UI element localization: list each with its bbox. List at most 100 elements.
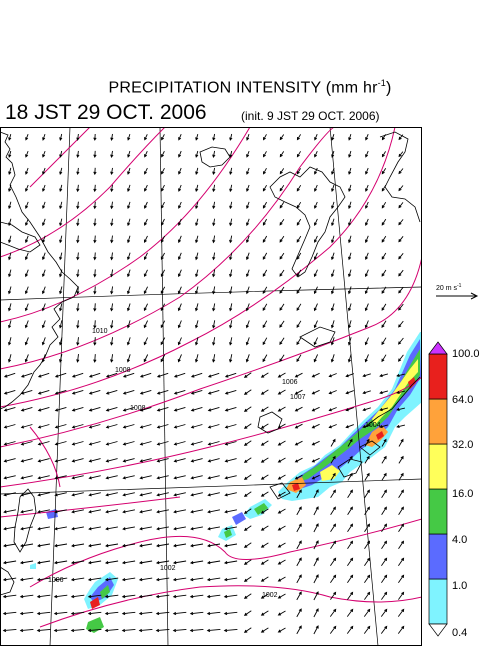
colorbar-over-triangle [428, 341, 448, 355]
isobar-label: 1004 [365, 422, 381, 429]
wind-arrow [122, 458, 135, 463]
wind-arrow [87, 611, 102, 616]
wind-arrow [59, 133, 63, 141]
wind-arrow [347, 489, 353, 499]
wind-arrow [8, 218, 12, 227]
wind-arrow [104, 577, 119, 582]
wind-arrow [53, 611, 68, 616]
wind-arrow [143, 252, 148, 261]
wind-arrow [347, 523, 354, 533]
wind-arrow [296, 540, 302, 550]
wind-arrow [143, 235, 148, 243]
wind-arrow [3, 406, 16, 412]
wind-arrow [178, 167, 182, 175]
wind-arrow [194, 337, 199, 346]
wind-arrow [398, 320, 404, 328]
wind-arrow [224, 406, 237, 412]
wind-arrow [346, 608, 354, 617]
wind-arrow [156, 441, 169, 446]
wind-arrow [328, 424, 337, 429]
wind-arrow [212, 303, 216, 312]
wind-arrow [279, 151, 285, 158]
wind-arrow [126, 320, 131, 329]
wind-arrow [313, 540, 319, 550]
wind-arrow [294, 372, 303, 378]
wind-arrow [277, 457, 286, 463]
wind-arrow [381, 201, 387, 209]
wind-arrow [347, 557, 354, 566]
wind-arrow [177, 320, 182, 329]
wind-arrow [36, 560, 51, 565]
wind-arrow [156, 543, 170, 548]
wind-arrow [362, 424, 371, 429]
wind-arrow [93, 133, 97, 141]
wind-arrow [347, 286, 352, 295]
wind-arrow [122, 543, 136, 548]
wind-arrow [126, 337, 131, 346]
wind-arrow [178, 184, 182, 192]
wind-arrow [347, 337, 352, 346]
wind-arrow [173, 372, 186, 378]
wind-arrow [260, 372, 269, 378]
wind-arrow [110, 150, 114, 159]
wind-arrow [296, 168, 301, 175]
wind-arrow [42, 218, 46, 227]
wind-arrow [260, 389, 269, 395]
wind-arrow [347, 303, 352, 312]
wind-arrow [190, 526, 203, 531]
wind-arrow [279, 201, 285, 209]
wind-arrow [262, 269, 268, 277]
wind-arrow [364, 286, 369, 295]
wind-arrow [25, 150, 29, 158]
wind-arrow [364, 574, 371, 583]
wind-arrow [398, 455, 404, 464]
wind-arrow [110, 218, 114, 227]
wind-arrow [345, 407, 354, 412]
wind-arrow [138, 577, 153, 582]
wind-arrow [207, 441, 220, 446]
wind-arrow [296, 625, 302, 635]
wind-arrow [41, 235, 46, 244]
wind-arrow [277, 559, 286, 565]
wind-arrow [229, 235, 233, 244]
wind-arrow [313, 320, 318, 329]
wind-arrow [260, 440, 269, 446]
wind-arrow [381, 337, 387, 346]
wind-arrow [161, 167, 165, 175]
wind-arrow [245, 252, 250, 261]
wind-arrow [224, 389, 237, 395]
wind-arrow [190, 492, 203, 497]
wind-arrow [127, 184, 131, 192]
wind-arrow [206, 577, 221, 582]
wind-arrow [177, 354, 182, 363]
wind-arrow [398, 506, 404, 516]
wind-arrow [190, 389, 203, 395]
wind-arrow [173, 441, 186, 446]
wind-arrow [88, 458, 101, 463]
wind-arrow [76, 167, 80, 176]
wind-arrow [296, 252, 302, 260]
wind-arrow [37, 458, 50, 463]
wind-arrow [20, 424, 33, 429]
wind-arrow [279, 168, 285, 175]
isobar-label: 1010 [92, 328, 108, 335]
wind-arrow [279, 320, 285, 328]
init-time: (init. 9 JST 29 OCT. 2006) [241, 109, 380, 123]
wind-arrow [127, 150, 131, 158]
wind-arrow [104, 560, 119, 565]
wind-arrow [229, 167, 233, 176]
wind-arrow [262, 320, 268, 329]
wind-arrow [228, 354, 233, 363]
wind-arrow [398, 489, 404, 499]
wind-arrow [54, 441, 67, 446]
wind-arrow [8, 269, 12, 278]
wind-arrow [93, 201, 97, 210]
wind-arrow [76, 218, 80, 227]
wind-arrow [71, 509, 84, 514]
wind-arrow [313, 252, 318, 261]
wind-arrow [105, 475, 118, 480]
wind-arrow [364, 320, 369, 329]
wind-arrow [121, 577, 136, 582]
wind-arrow [330, 523, 337, 533]
isobars [0, 127, 422, 628]
